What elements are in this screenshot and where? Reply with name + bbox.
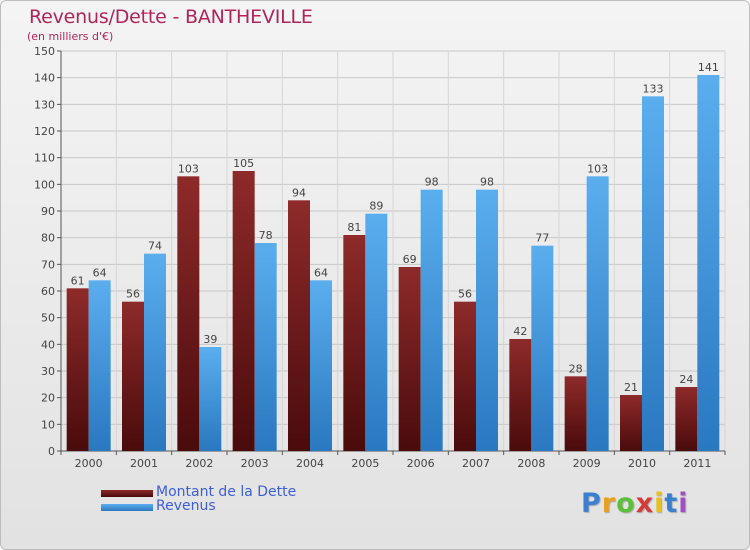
y-tick-label: 150 xyxy=(34,45,55,58)
data-label: 39 xyxy=(203,333,217,346)
data-labels: 61 56 103 105 94 81 69 56 42 28 21 24 64 74 39 78 64 89 98… xyxy=(71,61,719,394)
y-tick-label: 80 xyxy=(41,232,55,245)
bar-revenus xyxy=(642,96,664,451)
data-label: 98 xyxy=(425,176,439,189)
bar-dette xyxy=(343,235,366,451)
bar-dette xyxy=(564,376,587,451)
x-tick-label: 2002 xyxy=(185,457,213,470)
x-tick-label: 2009 xyxy=(573,457,601,470)
y-tick-label: 100 xyxy=(34,178,55,191)
x-tick-label: 2001 xyxy=(130,457,158,470)
y-tick-label: 20 xyxy=(41,392,55,405)
x-tick-label: 2007 xyxy=(462,457,490,470)
proxiti-logo-letter: r xyxy=(601,488,617,519)
proxiti-logo-letter: i xyxy=(654,488,665,519)
data-label: 77 xyxy=(535,232,549,245)
data-label: 81 xyxy=(347,221,361,234)
legend-swatch-revenus xyxy=(101,504,153,511)
bar-revenus xyxy=(365,213,388,451)
legend-label-revenus: Revenus xyxy=(156,498,216,514)
data-label: 56 xyxy=(126,288,140,301)
y-tick-label: 10 xyxy=(41,418,55,431)
data-label: 141 xyxy=(698,61,719,74)
bar-revenus xyxy=(310,280,332,451)
bar-revenus xyxy=(144,253,166,451)
x-tick-label: 2005 xyxy=(351,457,379,470)
x-tick-label: 2004 xyxy=(296,457,324,470)
data-label: 98 xyxy=(480,176,494,189)
bar-dette xyxy=(66,288,89,451)
chart-subtitle: (en milliers d'€) xyxy=(27,30,114,43)
axes: 0 10 20 30 40 50 60 70 80 90 100 110 120 130 140 150 200… xyxy=(34,45,726,470)
bar-revenus xyxy=(586,176,609,452)
data-label: 74 xyxy=(148,240,162,253)
x-tick-label: 2008 xyxy=(517,457,545,470)
data-label: 42 xyxy=(513,325,527,338)
bar-dette xyxy=(675,387,698,451)
chart-title: Revenus/Dette - BANTHEVILLE xyxy=(29,6,313,28)
y-tick-label: 90 xyxy=(41,205,55,218)
data-label: 69 xyxy=(403,253,417,266)
bar-dette xyxy=(232,171,255,451)
bar-dette xyxy=(398,267,421,451)
y-tick-label: 140 xyxy=(34,72,55,85)
data-label: 64 xyxy=(93,266,107,279)
data-label: 21 xyxy=(624,381,638,394)
data-label: 105 xyxy=(233,157,254,170)
data-label: 103 xyxy=(178,162,199,175)
proxiti-logo: Proxiti xyxy=(581,488,689,519)
y-tick-label: 40 xyxy=(41,338,55,351)
bar-revenus xyxy=(697,75,720,451)
y-tick-label: 110 xyxy=(34,152,55,165)
y-tick-label: 130 xyxy=(34,98,55,111)
y-tick-label: 30 xyxy=(41,365,55,378)
bar-revenus xyxy=(199,347,222,451)
x-tick-label: 2003 xyxy=(241,457,269,470)
bar-dette xyxy=(177,176,200,452)
y-tick-label: 120 xyxy=(34,125,55,138)
y-tick-label: 50 xyxy=(41,312,55,325)
data-label: 133 xyxy=(643,82,664,95)
data-label: 28 xyxy=(569,362,583,375)
proxiti-logo-letter: P xyxy=(581,488,602,519)
proxiti-logo-letter: x xyxy=(635,488,655,519)
bars xyxy=(66,75,720,452)
bar-revenus xyxy=(476,189,498,451)
data-label: 89 xyxy=(369,200,383,213)
bar-revenus xyxy=(88,280,111,451)
y-tick-label: 70 xyxy=(41,258,55,271)
x-tick-label: 2010 xyxy=(628,457,656,470)
data-label: 64 xyxy=(314,266,328,279)
data-label: 94 xyxy=(292,186,306,199)
bar-dette xyxy=(288,200,310,451)
grid-lines xyxy=(60,50,726,452)
legend-label-debt: Montant de la Dette xyxy=(156,484,297,500)
proxiti-logo-letter: o xyxy=(616,488,636,519)
data-label: 78 xyxy=(259,229,273,242)
data-label: 56 xyxy=(458,288,472,301)
bar-dette xyxy=(454,301,476,451)
x-tick-label: 2011 xyxy=(683,457,711,470)
bar-dette xyxy=(122,301,144,451)
y-tick-label: 60 xyxy=(41,285,55,298)
bar-revenus xyxy=(420,189,443,451)
bar-revenus xyxy=(254,243,277,451)
proxiti-logo-letter: i xyxy=(678,488,689,519)
proxiti-logo-letter: t xyxy=(664,488,679,519)
bar-revenus xyxy=(531,245,554,451)
data-label: 103 xyxy=(587,162,608,175)
data-label: 61 xyxy=(71,274,85,287)
bar-dette xyxy=(509,339,532,451)
data-label: 24 xyxy=(679,373,693,386)
legend-swatch-debt xyxy=(101,490,153,497)
y-tick-label: 0 xyxy=(48,445,55,458)
bar-dette xyxy=(620,395,642,451)
x-tick-label: 2000 xyxy=(75,457,103,470)
x-tick-label: 2006 xyxy=(407,457,435,470)
